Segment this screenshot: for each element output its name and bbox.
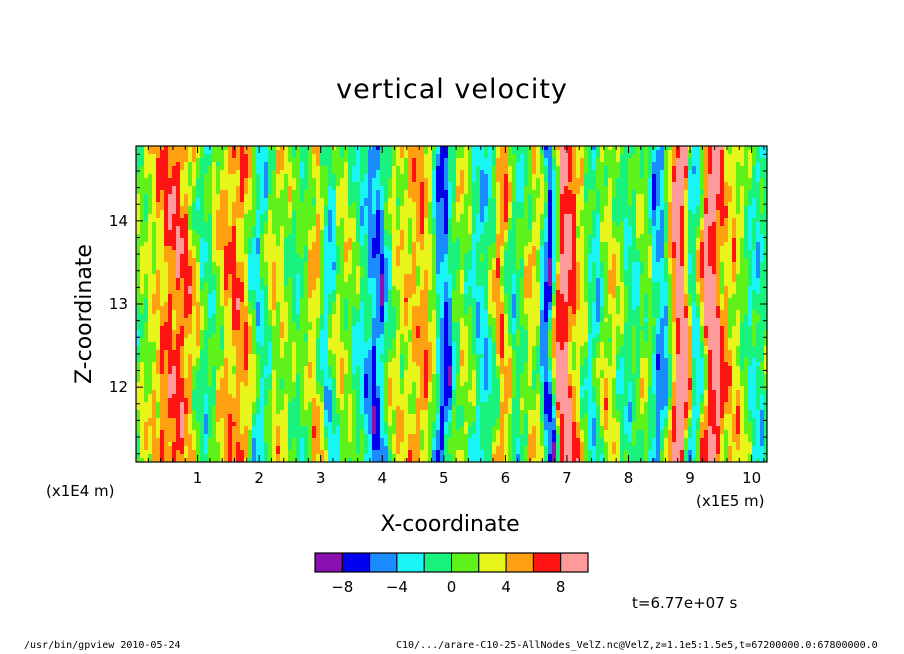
y-tick-label: 12 — [109, 378, 128, 396]
x-tick-label: 5 — [439, 469, 449, 487]
x-tick-label: 9 — [685, 469, 695, 487]
x-tick-label: 8 — [624, 469, 634, 487]
velocity-field — [136, 146, 767, 462]
y-axis-unit: (x1E4 m) — [46, 482, 115, 500]
colorbar-label: 0 — [447, 578, 457, 596]
x-tick-label: 10 — [742, 469, 761, 487]
x-tick-label: 3 — [316, 469, 326, 487]
colorbar-swatch — [369, 552, 398, 573]
colorbar-label: 4 — [501, 578, 511, 596]
footer-left: /usr/bin/gpview 2010-05-24 — [24, 640, 181, 651]
time-label: t=6.77e+07 s — [632, 594, 738, 612]
x-tick-label: 2 — [254, 469, 264, 487]
x-axis-label: X-coordinate — [380, 512, 520, 537]
x-axis-unit: (x1E5 m) — [696, 492, 765, 510]
colorbar-label: −8 — [331, 578, 353, 596]
y-tick-label: 14 — [109, 212, 128, 230]
colorbar-swatch — [532, 552, 562, 573]
colorbar-swatch — [341, 552, 371, 573]
footer-right: C10/.../arare-C10-25-AllNodes_VelZ.nc@Ve… — [396, 640, 878, 651]
colorbar-swatch — [314, 552, 343, 573]
colorbar-label: 8 — [556, 578, 566, 596]
y-axis-label: Z-coordinate — [72, 244, 97, 384]
colorbar-frame — [314, 552, 589, 573]
x-tick-label: 1 — [193, 469, 203, 487]
x-tick-label: 4 — [377, 469, 387, 487]
x-tick-label: 6 — [501, 469, 511, 487]
x-tick-label: 7 — [562, 469, 572, 487]
colorbar-swatch — [396, 552, 425, 573]
chart-title: vertical velocity — [336, 74, 568, 105]
colorbar-swatch — [451, 552, 480, 573]
colorbar-swatch — [478, 552, 507, 573]
y-tick-label: 13 — [109, 295, 128, 313]
colorbar-swatch — [560, 552, 589, 573]
colorbar-swatch — [423, 552, 453, 573]
colorbar-swatch — [505, 552, 534, 573]
colorbar-label: −4 — [386, 578, 408, 596]
